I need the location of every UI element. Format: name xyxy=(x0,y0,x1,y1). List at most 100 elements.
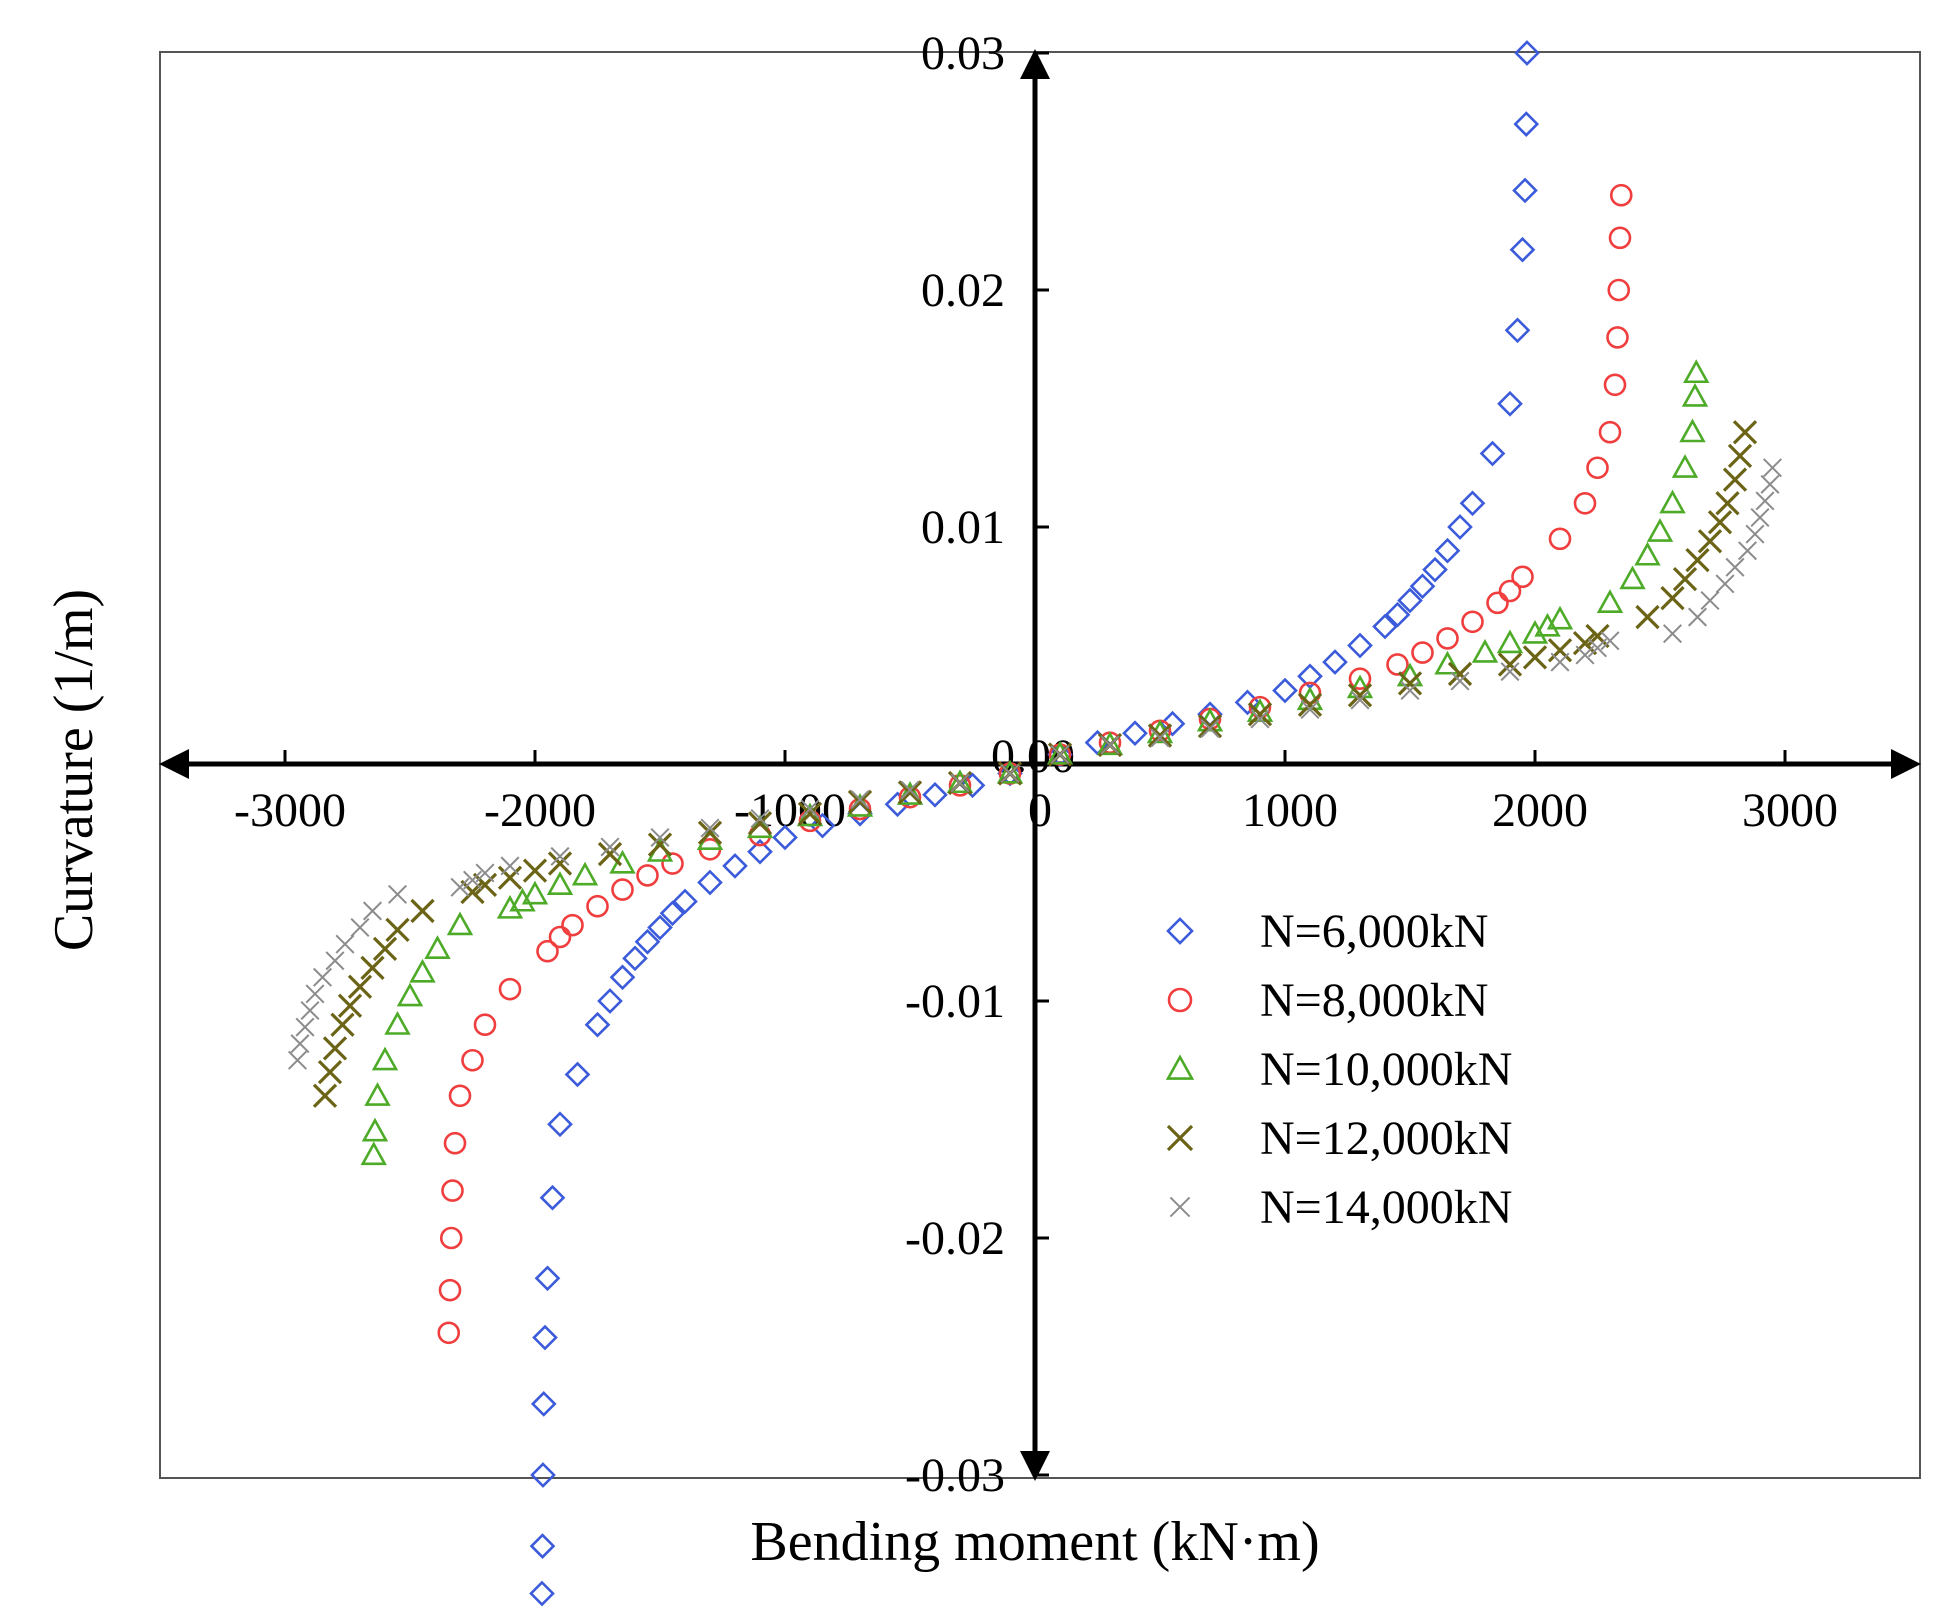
data-point xyxy=(1200,718,1220,738)
data-point xyxy=(300,1000,320,1020)
data-point xyxy=(561,913,584,937)
data-point xyxy=(1760,474,1780,494)
data-point xyxy=(1635,604,1660,630)
data-point xyxy=(1046,740,1074,765)
data-point xyxy=(1422,556,1448,583)
data-point xyxy=(622,945,648,972)
data-point xyxy=(1147,723,1173,748)
data-point xyxy=(522,858,548,883)
data-point xyxy=(1707,510,1733,535)
data-point xyxy=(1297,692,1323,717)
data-point xyxy=(385,917,410,943)
data-point xyxy=(347,974,373,999)
data-point xyxy=(1498,579,1522,603)
data-point xyxy=(550,846,570,866)
data-point xyxy=(772,824,798,851)
data-point xyxy=(322,1036,348,1061)
data-point xyxy=(1511,565,1534,589)
data-point xyxy=(1247,702,1273,727)
data-point xyxy=(1546,605,1574,630)
data-point xyxy=(461,1048,484,1072)
data-point xyxy=(547,1111,573,1138)
data-point xyxy=(384,1011,411,1035)
data-point xyxy=(1547,638,1573,663)
data-point xyxy=(672,888,698,915)
data-point xyxy=(1322,649,1348,675)
data-point xyxy=(1608,226,1632,250)
data-point xyxy=(509,887,536,912)
data-point xyxy=(996,759,1024,784)
y-tick-label: -0.01 xyxy=(905,975,1005,1028)
data-point xyxy=(1159,710,1186,737)
x-axis-title: Bending moment (kN·m) xyxy=(750,1511,1319,1573)
data-point xyxy=(1755,491,1775,511)
data-point xyxy=(659,900,686,927)
data-point xyxy=(950,773,970,793)
data-point xyxy=(472,872,498,898)
data-point xyxy=(1521,619,1549,644)
x-tick-label: 3000 xyxy=(1742,784,1838,837)
x-tick-label: -2000 xyxy=(484,784,596,837)
legend-label: N=12,000kN xyxy=(1260,1112,1512,1165)
data-point xyxy=(1348,667,1372,690)
data-point xyxy=(797,801,823,826)
data-point xyxy=(1100,735,1120,755)
data-point xyxy=(1400,681,1420,701)
data-point xyxy=(611,878,634,901)
data-point xyxy=(534,1265,561,1292)
data-point xyxy=(896,781,924,805)
legend-label: N=8,000kN xyxy=(1260,974,1488,1027)
data-point xyxy=(1572,630,1598,656)
data-point xyxy=(532,1324,558,1351)
x-tick-label: -3000 xyxy=(234,784,346,837)
data-point xyxy=(1434,650,1461,675)
data-point xyxy=(1687,607,1708,627)
data-point xyxy=(539,1184,566,1211)
data-point xyxy=(361,1117,389,1142)
legend-label: N=14,000kN xyxy=(1260,1181,1512,1234)
data-point xyxy=(1471,638,1499,663)
data-point xyxy=(1347,632,1373,659)
data-point xyxy=(1248,695,1272,719)
data-point xyxy=(350,918,370,938)
data-point xyxy=(360,955,385,980)
data-point xyxy=(800,799,820,819)
data-point xyxy=(1700,590,1720,610)
data-point xyxy=(898,785,922,809)
data-point xyxy=(312,967,333,987)
data-point xyxy=(446,911,474,936)
data-point xyxy=(564,1061,591,1088)
data-point xyxy=(1715,574,1735,594)
data-point xyxy=(1725,557,1745,577)
data-point xyxy=(1496,629,1524,654)
data-point xyxy=(312,1083,338,1108)
data-point xyxy=(1745,524,1765,544)
y-tick-label: -0.03 xyxy=(905,1449,1005,1502)
data-point xyxy=(364,1082,391,1106)
data-point xyxy=(1500,662,1520,682)
data-point xyxy=(1372,613,1398,640)
data-point xyxy=(600,837,620,857)
data-point xyxy=(1550,652,1570,672)
data-point xyxy=(584,1011,611,1038)
data-point xyxy=(424,935,451,959)
data-point xyxy=(946,769,974,794)
data-point xyxy=(529,1533,556,1559)
y-tick-label: 0.03 xyxy=(921,27,1005,80)
x-tick-label: 1000 xyxy=(1242,784,1338,837)
data-point xyxy=(396,982,424,1007)
series-N=10,000kN xyxy=(360,359,1710,1166)
data-point xyxy=(697,869,723,896)
data-point xyxy=(747,811,773,836)
data-point xyxy=(1384,601,1411,628)
data-point xyxy=(1436,627,1459,650)
data-point xyxy=(498,977,522,1001)
data-point xyxy=(1697,529,1723,554)
y-axis-title: Curvature (1/m) xyxy=(43,589,105,951)
data-point xyxy=(372,936,398,961)
data-point xyxy=(439,1226,463,1250)
data-point xyxy=(1096,731,1124,756)
series-N=14,000kN xyxy=(287,458,1783,1070)
legend-marker xyxy=(1169,1196,1191,1218)
data-point xyxy=(500,856,520,876)
